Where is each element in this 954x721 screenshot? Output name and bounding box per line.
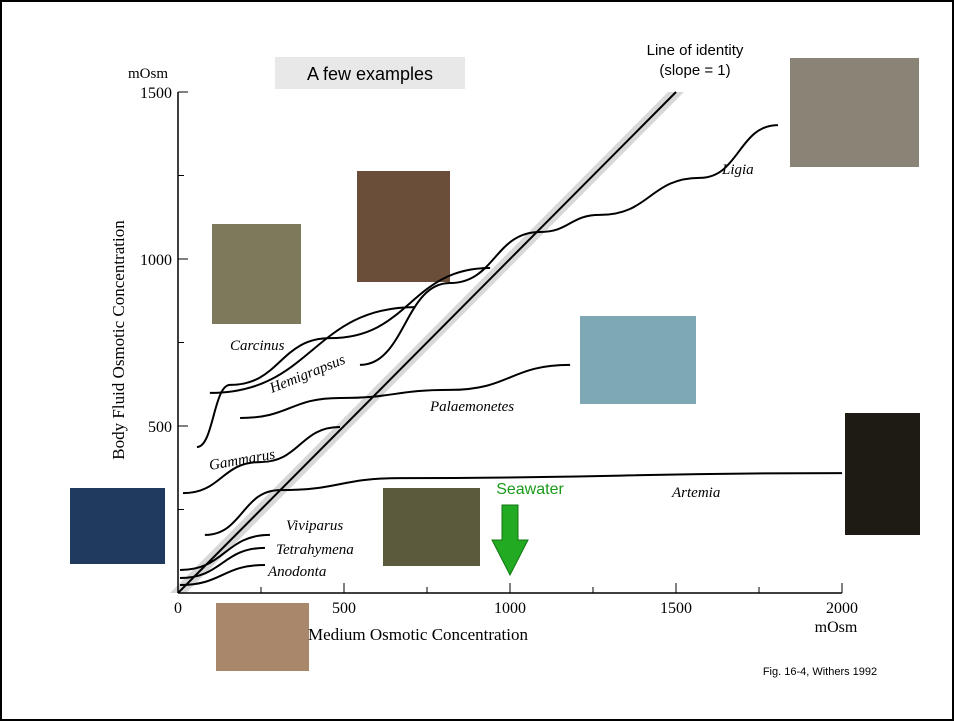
series-line (240, 363, 571, 419)
y-unit: mOsm (128, 66, 168, 82)
identity-note: (slope = 1) (659, 62, 730, 79)
x-tick-label: 1000 (494, 600, 526, 617)
series-line (359, 124, 778, 366)
x-unit: mOsm (815, 619, 858, 636)
x-tick-label: 500 (332, 600, 356, 617)
photo-amphipod (70, 488, 165, 564)
heading: A few examples (307, 64, 433, 84)
seawater-arrow (491, 504, 529, 577)
x-tick-label: 0 (174, 600, 182, 617)
photo-brine-shrimp (845, 413, 920, 535)
series-line (209, 306, 416, 394)
series-line (179, 533, 270, 571)
series-label: Ligia (721, 162, 754, 178)
photo-crab-green (212, 224, 301, 324)
series-line (179, 546, 265, 579)
photo-mussel (216, 603, 309, 671)
photo-shrimp (580, 316, 696, 404)
photo-isopod (790, 58, 919, 167)
series-line (204, 472, 843, 536)
identity-label: Line of identity (647, 42, 744, 59)
heading-box (275, 57, 465, 89)
photo-crab-red (357, 171, 450, 282)
y-axis-label: Body Fluid Osmotic Concentration (109, 220, 128, 460)
series-label: Carcinus (230, 338, 285, 354)
y-tick-label: 500 (148, 419, 172, 436)
series-line (196, 267, 491, 449)
seawater-label: Seawater (496, 481, 564, 498)
source: Fig. 16-4, Withers 1992 (763, 666, 877, 678)
y-tick-label: 1500 (140, 85, 172, 102)
series-line (177, 91, 677, 594)
y-tick-label: 1000 (140, 252, 172, 269)
x-tick-label: 2000 (826, 600, 858, 617)
series-line (179, 563, 265, 586)
series-label: Anodonta (267, 564, 326, 580)
series-label: Palaemonetes (429, 399, 514, 415)
x-axis-label: Medium Osmotic Concentration (308, 625, 529, 644)
series-label: Tetrahymena (276, 542, 354, 558)
series-label: Artemia (671, 485, 720, 501)
photo-snail (383, 488, 480, 566)
x-tick-label: 1500 (660, 600, 692, 617)
series-line (182, 426, 341, 495)
series-label: Viviparus (286, 518, 343, 534)
